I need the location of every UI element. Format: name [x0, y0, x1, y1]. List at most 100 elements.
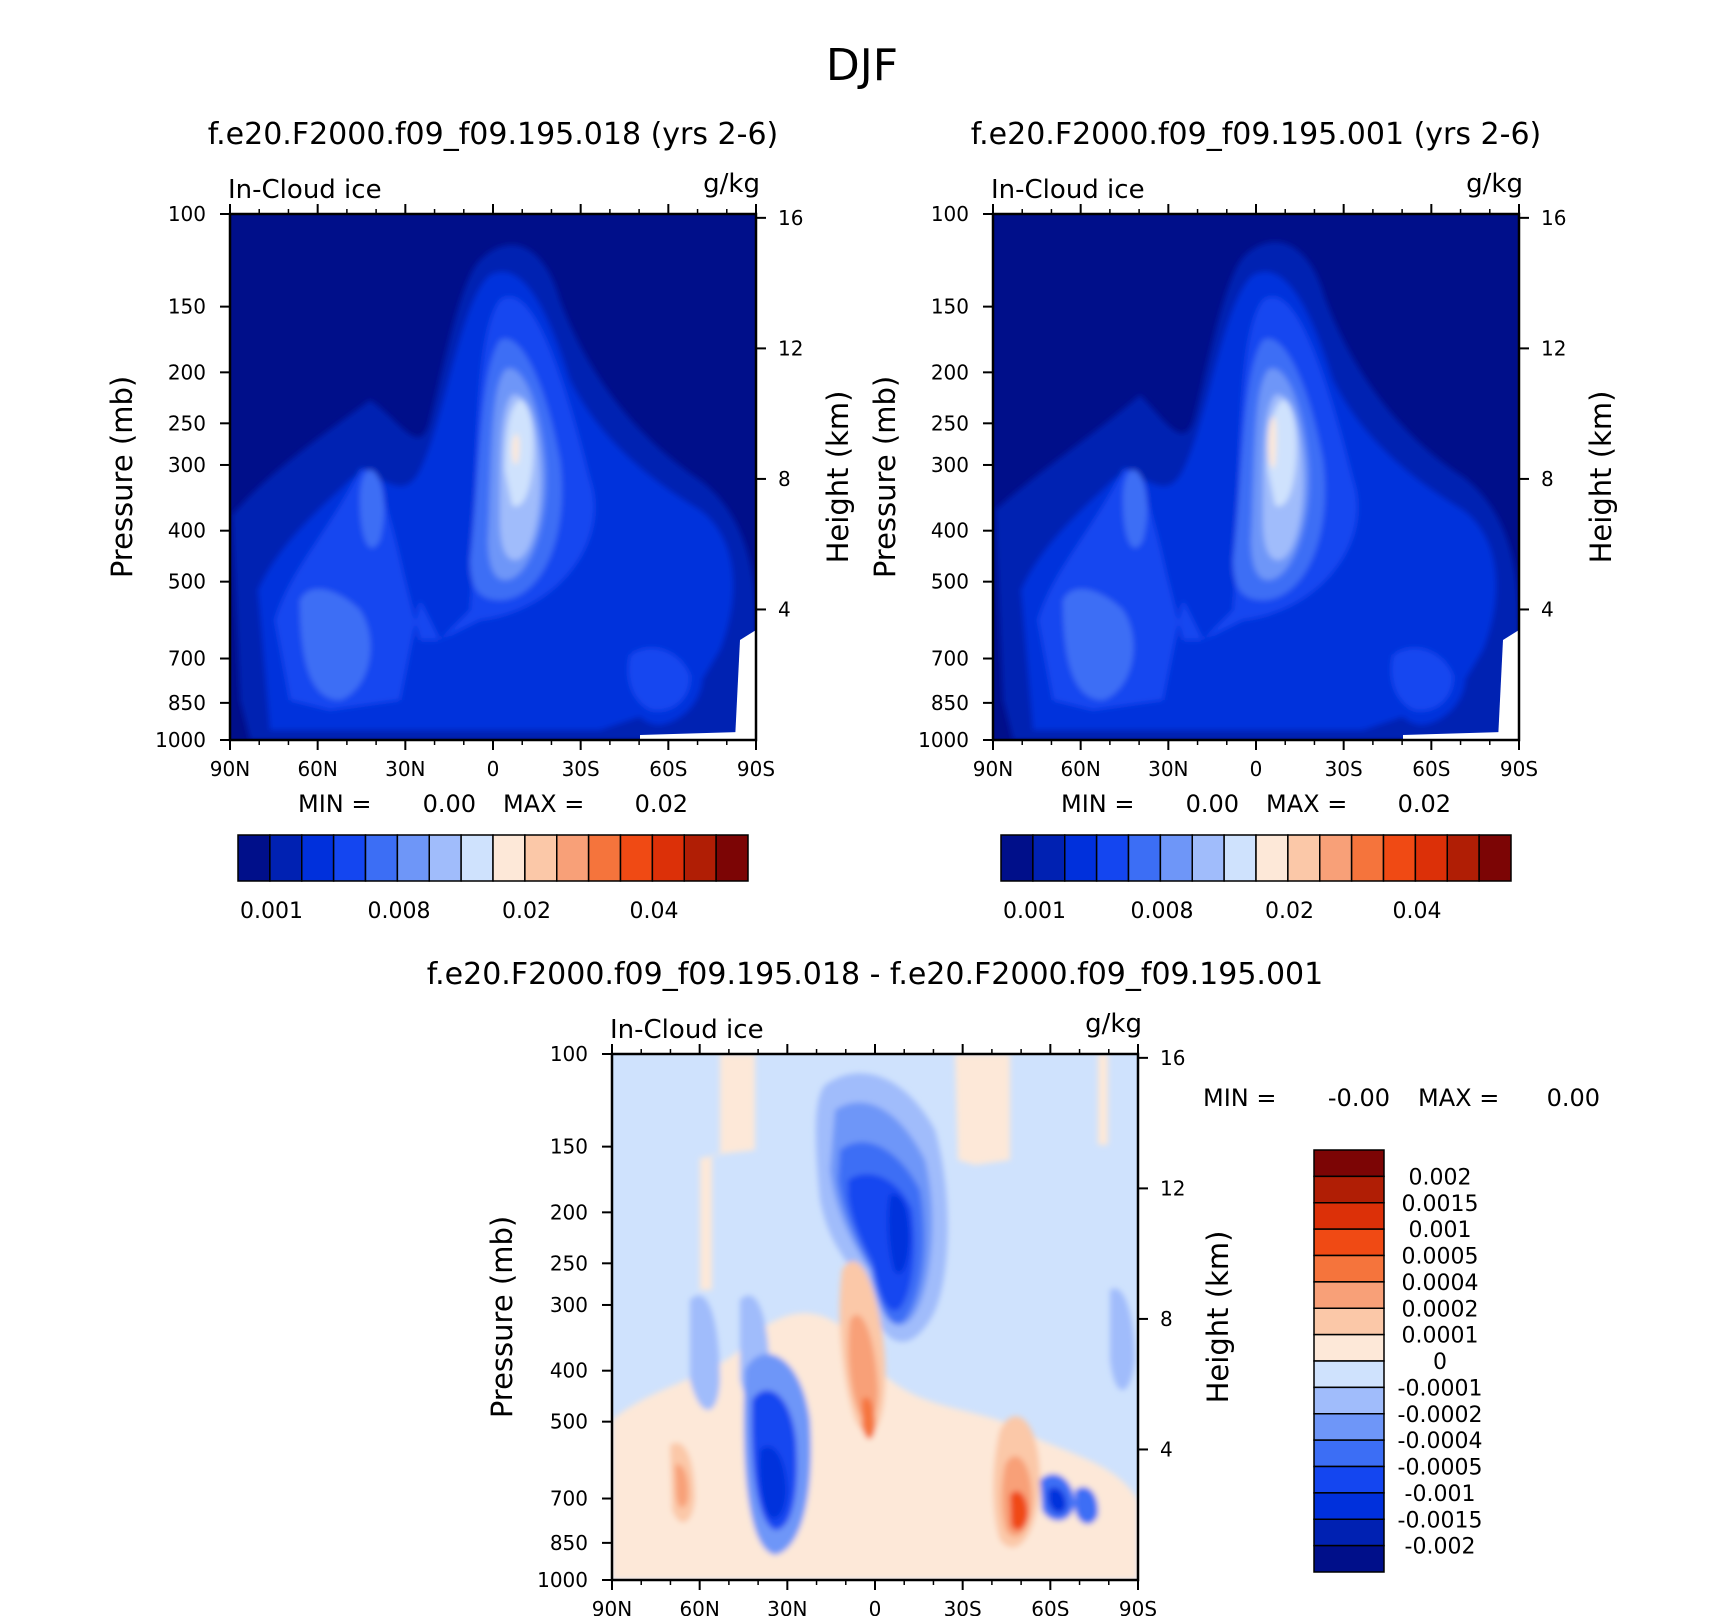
- colorbar-swatch: [460, 834, 494, 882]
- y-tick-label: 700: [931, 647, 969, 671]
- colorbar-label: 0.0004: [1402, 1271, 1479, 1296]
- colorbar-swatch: [651, 834, 685, 882]
- y-tick-label: 1000: [537, 1568, 588, 1592]
- colorbar-swatch: [1319, 834, 1353, 882]
- colorbar-swatch: [587, 834, 622, 882]
- colorbar-swatch: [1313, 1333, 1385, 1362]
- colorbar-swatch: [1313, 1439, 1385, 1468]
- y-tick-label: 850: [168, 691, 206, 715]
- y-tick-label: 500: [931, 570, 969, 594]
- y2-tick-label: 4: [1541, 597, 1554, 621]
- colorbar-swatch: [1313, 1360, 1385, 1389]
- panel-3-title: f.e20.F2000.f09_f09.195.018 - f.e20.F200…: [427, 957, 1323, 992]
- x-tick-label: 60S: [1031, 1597, 1069, 1616]
- colorbar-swatch: [1313, 1281, 1385, 1309]
- colorbar-swatch: [1095, 834, 1130, 882]
- panel-2-min-value: 0.00: [1186, 790, 1239, 818]
- y2-tick-label: 12: [1160, 1176, 1185, 1200]
- colorbar-label: 0.02: [1265, 899, 1314, 924]
- colorbar-swatch: [1191, 834, 1225, 882]
- x-tick-label: 90S: [737, 757, 775, 781]
- panel-2-min-label: MIN =: [1061, 790, 1134, 818]
- colorbar-label: 0.001: [1003, 899, 1066, 924]
- panel-3-min-value: -0.00: [1328, 1084, 1390, 1112]
- x-tick-label: 60S: [1412, 757, 1450, 781]
- colorbar-swatch: [1000, 834, 1034, 882]
- y-tick-label: 850: [931, 691, 969, 715]
- x-tick-label: 30S: [944, 1597, 982, 1616]
- panel-2-colorbar: 0.001 0.008 0.02 0.04: [1000, 834, 1512, 924]
- x-tick-label: 30N: [767, 1597, 807, 1616]
- x-tick-label: 90N: [210, 757, 250, 781]
- x-tick-label: 0: [487, 757, 500, 781]
- y-tick-label: 200: [550, 1200, 588, 1224]
- panel-1-colorbar: 0.001 0.008 0.02 0.04: [237, 834, 749, 924]
- colorbar-swatch: [715, 834, 749, 882]
- panel-1-field: [230, 214, 756, 740]
- panel-3-colorbar: 0.0020.00150.0010.00050.00040.00020.0001…: [1313, 1149, 1483, 1573]
- panel-2: f.e20.F2000.f09_f09.195.001 (yrs 2-6) In…: [868, 117, 1618, 924]
- panel-3-field: [612, 1054, 1138, 1580]
- colorbar-swatch: [1313, 1149, 1385, 1178]
- colorbar-label: 0.04: [629, 899, 678, 924]
- x-tick-label: 90N: [973, 757, 1013, 781]
- colorbar-swatch: [1313, 1254, 1385, 1283]
- colorbar-label: -0.0004: [1398, 1429, 1483, 1454]
- panel-1-max-value: 0.02: [635, 790, 688, 818]
- colorbar-swatch: [1313, 1544, 1385, 1573]
- panel-1-min-value: 0.00: [423, 790, 476, 818]
- colorbar-swatch: [364, 834, 399, 882]
- panel-1: f.e20.F2000.f09_f09.195.018 (yrs 2-6) In…: [105, 117, 855, 924]
- figure-title: DJF: [826, 40, 898, 91]
- colorbar-label: 0.0002: [1402, 1297, 1479, 1322]
- y-tick-label: 1000: [918, 728, 969, 752]
- y-tick-label: 100: [550, 1042, 588, 1066]
- y-tick-label: 250: [168, 411, 206, 435]
- colorbar-swatch: [396, 834, 430, 882]
- y-tick-label: 150: [168, 295, 206, 319]
- colorbar-swatch: [1313, 1492, 1385, 1520]
- colorbar-swatch: [1255, 834, 1289, 882]
- x-tick-label: 90N: [592, 1597, 632, 1616]
- colorbar-swatch: [683, 834, 717, 882]
- colorbar-label: 0.0015: [1402, 1192, 1479, 1217]
- colorbar-label: 0.001: [240, 899, 303, 924]
- colorbar-label: -0.001: [1405, 1482, 1476, 1507]
- colorbar-swatch: [1127, 834, 1162, 882]
- y2-tick-label: 8: [1160, 1307, 1173, 1331]
- colorbar-swatch: [1313, 1386, 1385, 1415]
- y2-tick-label: 8: [1541, 467, 1554, 491]
- panel-3-left-label: In-Cloud ice: [610, 1015, 764, 1045]
- y-tick-label: 200: [931, 360, 969, 384]
- panel-3-units: g/kg: [1085, 1009, 1142, 1039]
- x-tick-label: 60S: [649, 757, 687, 781]
- panel-3-max-value: 0.00: [1547, 1084, 1600, 1112]
- y-tick-label: 150: [931, 295, 969, 319]
- panel-3-min-label: MIN =: [1203, 1084, 1276, 1112]
- panel-2-max-value: 0.02: [1398, 790, 1451, 818]
- x-tick-label: 30N: [1148, 757, 1188, 781]
- y-tick-label: 100: [931, 202, 969, 226]
- colorbar-swatch: [332, 834, 367, 882]
- colorbar-swatch: [1313, 1175, 1385, 1204]
- y-tick-label: 500: [168, 570, 206, 594]
- panel-1-units: g/kg: [703, 169, 760, 199]
- panel-1-ylabel: Pressure (mb): [105, 376, 139, 578]
- panel-3-max-label: MAX =: [1418, 1084, 1499, 1112]
- y2-tick-label: 4: [778, 597, 791, 621]
- y-tick-label: 100: [168, 202, 206, 226]
- colorbar-swatch: [556, 834, 590, 882]
- colorbar-swatch: [1313, 1228, 1385, 1257]
- colorbar-label: -0.0005: [1398, 1456, 1483, 1481]
- panel-3-ylabel: Pressure (mb): [485, 1216, 519, 1418]
- colorbar-label: 0: [1433, 1350, 1447, 1375]
- colorbar-label: 0.002: [1409, 1165, 1472, 1190]
- panel-3-ticks: 90N 60N 30N 0 30S 60S 90S 100 150 200 250 300 400 500…: [537, 1042, 1185, 1616]
- colorbar-swatch: [301, 834, 335, 882]
- colorbar-swatch: [1313, 1413, 1385, 1441]
- colorbar-label: 0.001: [1409, 1218, 1472, 1243]
- x-tick-label: 90S: [1500, 757, 1538, 781]
- colorbar-swatch: [619, 834, 654, 882]
- colorbar-swatch: [1313, 1202, 1385, 1230]
